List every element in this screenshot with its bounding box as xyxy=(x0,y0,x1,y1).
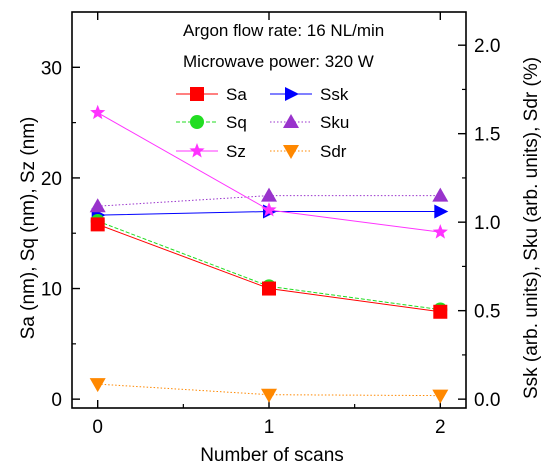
data-point-sdr xyxy=(432,389,449,404)
legend-entry-sdr: Sdr xyxy=(270,142,347,161)
series-layer xyxy=(89,104,449,404)
legend-entry-sz: Sz xyxy=(176,142,246,161)
data-point-sku xyxy=(89,198,106,213)
legend-marker-sa xyxy=(190,87,204,101)
legend-label-ssk: Ssk xyxy=(320,85,349,104)
y-right-tick-label: 2.0 xyxy=(474,36,500,57)
y-right-tick-label: 0.5 xyxy=(474,302,500,323)
series-line-sq xyxy=(97,220,441,311)
y-left-tick-label: 0 xyxy=(51,390,62,411)
data-point-sa xyxy=(90,217,105,232)
y-axis-left-title: Sa (nm), Sq (nm), Sz (nm) xyxy=(18,117,39,340)
y-left-tick-label: 20 xyxy=(41,169,62,190)
y-left-tick-label: 10 xyxy=(41,280,62,301)
series-sku xyxy=(89,187,449,213)
series-sq xyxy=(90,214,448,317)
series-sz xyxy=(90,104,448,239)
y-right-tick-label: 0.0 xyxy=(474,390,500,411)
x-tick-label: 0 xyxy=(92,417,103,438)
legend-marker-sq xyxy=(190,115,204,129)
data-point-sa xyxy=(262,281,276,296)
y-right-tick-label: 1.5 xyxy=(474,125,500,146)
legend-marker-sku xyxy=(283,114,299,128)
legend-label-sku: Sku xyxy=(320,113,349,132)
data-point-sa xyxy=(433,304,448,319)
annotations: Argon flow rate: 16 NL/min Microwave pow… xyxy=(183,21,384,71)
legend-entry-sku: Sku xyxy=(270,113,349,132)
legend-marker-sz xyxy=(189,143,205,158)
data-point-sz xyxy=(261,202,277,217)
data-point-sz xyxy=(432,224,448,239)
data-point-sku xyxy=(261,187,277,202)
data-point-sdr xyxy=(261,388,277,403)
x-tick-label: 1 xyxy=(264,417,275,438)
legend: Sa Sq Sz Ssk Sku Sdr xyxy=(176,85,349,161)
x-axis-title: Number of scans xyxy=(200,445,344,466)
legend-entry-sa: Sa xyxy=(176,85,247,104)
data-point-sku xyxy=(432,187,449,202)
legend-entry-sq: Sq xyxy=(176,113,247,132)
series-sa xyxy=(90,217,448,319)
legend-entry-ssk: Ssk xyxy=(270,85,349,104)
legend-label-sdr: Sdr xyxy=(320,142,347,161)
annotation-microwave-power: Microwave power: 320 W xyxy=(183,52,374,71)
legend-label-sq: Sq xyxy=(226,113,247,132)
data-point-sdr xyxy=(89,378,106,393)
y-axis-right-title: Ssk (arb. units), Sku (arb. units), Sdr … xyxy=(521,57,542,399)
y-left-tick-label: 30 xyxy=(41,58,62,79)
data-point-ssk xyxy=(434,204,449,219)
series-line-sa xyxy=(97,223,441,313)
legend-marker-ssk xyxy=(285,87,299,101)
y-right-tick-label: 1.0 xyxy=(474,213,500,234)
legend-label-sa: Sa xyxy=(226,85,247,104)
annotation-argon-flow: Argon flow rate: 16 NL/min xyxy=(183,21,384,40)
legend-marker-sdr xyxy=(283,145,299,159)
legend-label-sz: Sz xyxy=(226,142,246,161)
x-tick-label: 2 xyxy=(435,417,446,438)
data-point-sz xyxy=(90,104,106,120)
series-sdr xyxy=(89,378,449,404)
